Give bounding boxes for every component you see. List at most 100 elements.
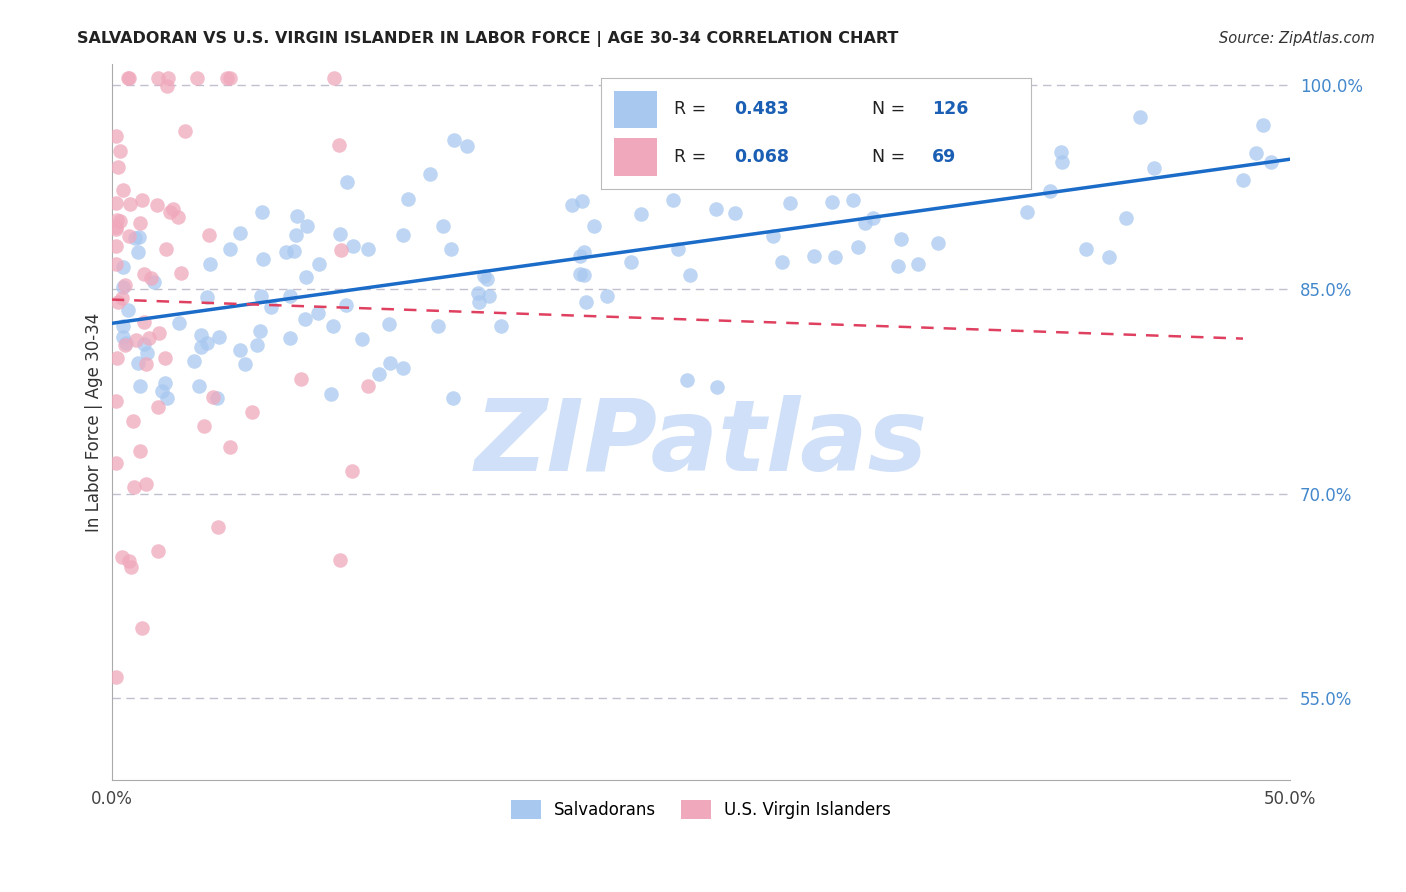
Point <box>105 670 128 684</box>
Point <box>824 148 846 162</box>
Point <box>1076 242 1098 256</box>
Point <box>821 195 844 210</box>
Point <box>285 209 308 223</box>
Point <box>107 160 129 174</box>
Point <box>155 242 177 256</box>
Text: Source: ZipAtlas.com: Source: ZipAtlas.com <box>1219 31 1375 46</box>
Point <box>117 303 139 318</box>
Point <box>378 318 401 332</box>
Point <box>143 275 166 289</box>
Point <box>322 70 344 85</box>
Point <box>252 252 274 267</box>
Point <box>489 319 512 334</box>
Point <box>1129 110 1152 124</box>
Point <box>571 194 593 209</box>
Point <box>352 332 374 346</box>
Point <box>583 219 606 234</box>
Point <box>1260 155 1282 169</box>
Point <box>630 207 652 221</box>
Point <box>108 214 131 228</box>
Point <box>111 550 134 565</box>
Point <box>105 456 128 470</box>
Point <box>187 379 209 393</box>
Point <box>284 227 307 242</box>
Point <box>824 251 846 265</box>
Point <box>207 392 229 406</box>
Point <box>1098 250 1121 264</box>
Point <box>783 174 806 188</box>
Text: SALVADORAN VS U.S. VIRGIN ISLANDER IN LABOR FORCE | AGE 30-34 CORRELATION CHART: SALVADORAN VS U.S. VIRGIN ISLANDER IN LA… <box>77 31 898 47</box>
Point <box>396 192 419 206</box>
Point <box>190 328 212 343</box>
Y-axis label: In Labor Force | Age 30-34: In Labor Force | Age 30-34 <box>86 312 103 532</box>
Point <box>294 312 316 326</box>
Point <box>131 193 153 207</box>
Point <box>170 266 193 280</box>
Point <box>1038 184 1060 198</box>
Point <box>803 249 825 263</box>
Point <box>391 227 413 242</box>
Point <box>219 440 242 454</box>
Point <box>122 480 145 494</box>
Point <box>328 138 350 153</box>
Point <box>146 544 169 558</box>
Point <box>295 269 318 284</box>
Point <box>842 193 865 207</box>
Point <box>357 242 380 256</box>
Point <box>156 78 179 93</box>
Point <box>193 419 215 434</box>
Point <box>120 560 142 574</box>
Point <box>865 135 887 149</box>
Point <box>1049 145 1071 160</box>
Point <box>336 175 359 189</box>
Point <box>105 195 128 210</box>
Point <box>1017 205 1039 219</box>
Point <box>706 380 728 394</box>
Point <box>676 373 699 387</box>
Point <box>280 331 302 345</box>
Point <box>862 211 884 225</box>
Point <box>328 227 350 241</box>
Point <box>342 464 364 478</box>
Point <box>679 268 702 283</box>
Point <box>1232 172 1254 186</box>
Point <box>153 351 176 365</box>
Point <box>129 444 152 458</box>
Point <box>779 196 801 211</box>
Point <box>145 198 167 212</box>
Point <box>250 289 273 303</box>
Point <box>432 219 454 233</box>
Point <box>112 280 135 294</box>
Point <box>114 338 136 352</box>
Point <box>174 124 197 138</box>
Point <box>219 242 242 256</box>
Point <box>308 306 330 320</box>
Point <box>115 335 138 350</box>
Point <box>426 318 449 333</box>
Point <box>155 376 177 391</box>
Point <box>283 244 305 258</box>
Legend: Salvadorans, U.S. Virgin Islanders: Salvadorans, U.S. Virgin Islanders <box>503 793 898 826</box>
Point <box>568 267 591 281</box>
Point <box>770 254 793 268</box>
Point <box>134 267 156 281</box>
Point <box>138 331 160 345</box>
Point <box>217 70 239 85</box>
Point <box>475 272 498 286</box>
Point <box>118 554 141 568</box>
Point <box>148 326 170 340</box>
Point <box>128 230 150 244</box>
Point <box>1143 161 1166 175</box>
Point <box>156 392 179 406</box>
Point <box>166 211 188 225</box>
Point <box>156 70 179 85</box>
Point <box>111 183 134 197</box>
Point <box>662 194 685 208</box>
Point <box>233 357 256 371</box>
Point <box>129 379 152 393</box>
Point <box>319 387 342 401</box>
Point <box>322 318 344 333</box>
Point <box>124 231 146 245</box>
Point <box>574 268 596 282</box>
Point <box>105 221 128 235</box>
